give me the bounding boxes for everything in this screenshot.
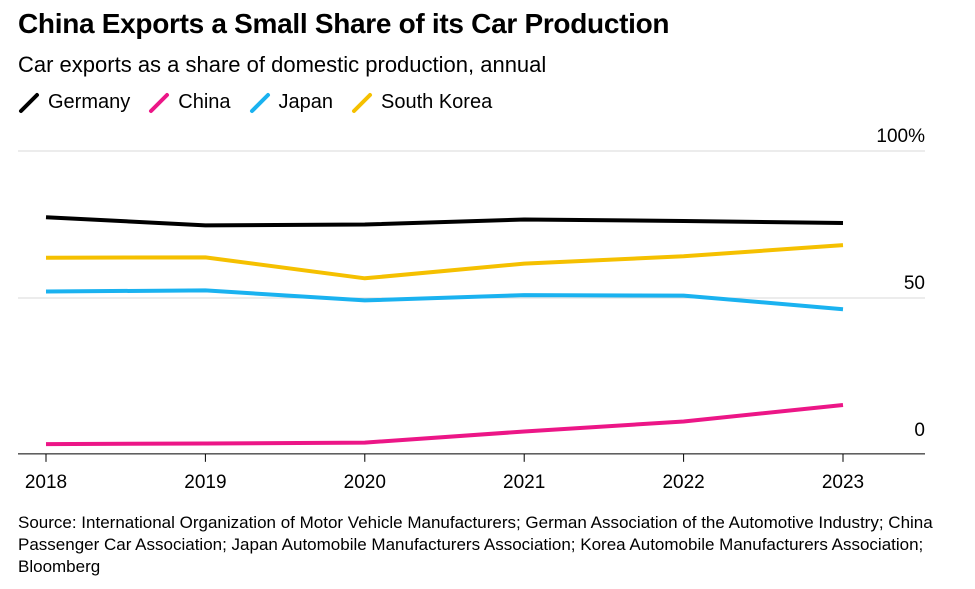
legend-item-south-korea: South Korea [351,91,492,114]
series-line-china [45,403,844,447]
legend-label-japan: Japan [278,91,334,113]
chart-title: China Exports a Small Share of its Car P… [18,8,670,39]
x-tick-label: 2018 [25,472,67,493]
legend-label-south-korea: South Korea [381,91,493,113]
x-axis: 2018 2019 2020 2021 2022 2023 [18,453,925,493]
chart-subtitle: Car exports as a share of domestic produ… [18,52,547,77]
y-tick-label: 0 [914,420,925,441]
legend-label-germany: Germany [48,91,131,113]
x-tick-label: 2019 [184,472,226,493]
legend: Germany China Japan South Korea [18,91,510,114]
y-tick-label: 50 [904,273,925,294]
y-axis-ticks: 100% 50 0 [876,126,925,441]
series-lines [45,215,844,447]
legend-label-china: China [178,91,231,113]
series-line-south-korea [45,243,844,281]
legend-item-japan: Japan [249,91,334,114]
legend-swatch-south-korea [352,92,373,113]
y-tick-label: 100% [876,126,925,147]
x-tick-label: 2020 [344,472,386,493]
legend-swatch-china [149,92,170,113]
x-tick-label: 2021 [503,472,545,493]
source-note: Source: International Organization of Mo… [18,513,933,576]
x-tick-label: 2023 [822,472,864,493]
x-tick-label: 2022 [662,472,704,493]
legend-item-china: China [148,91,231,114]
legend-swatch-japan [249,92,270,113]
legend-item-germany: Germany [18,91,130,114]
legend-swatch-germany [19,92,39,113]
series-line-germany [45,215,844,228]
series-line-japan [45,288,844,312]
